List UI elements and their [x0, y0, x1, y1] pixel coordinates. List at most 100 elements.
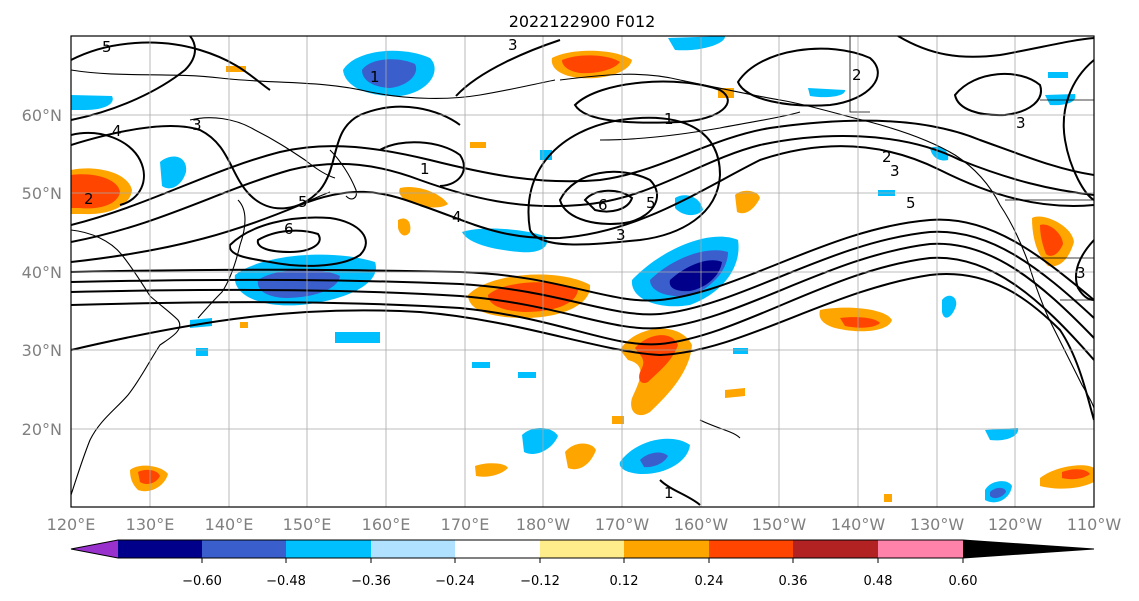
anomaly-region-red	[1040, 224, 1063, 256]
anomaly-region-red	[138, 469, 160, 484]
lon-tick-label: 130°W	[910, 515, 965, 534]
colorbar-tick-label: −0.48	[266, 574, 306, 589]
map-frame	[70, 35, 1095, 508]
colorbar-swatch	[118, 540, 203, 558]
colorbar-swatch	[624, 540, 710, 558]
contour-label: 4	[112, 122, 122, 140]
anomaly-region-blue-core	[640, 452, 668, 468]
coastline-aleutians	[599, 111, 801, 141]
contour-label: 5	[646, 194, 656, 212]
contour-line	[573, 80, 729, 124]
anomaly-region-blue	[733, 348, 748, 354]
anomaly-region-blue	[335, 332, 380, 343]
contour-line	[527, 116, 722, 246]
anomaly-region-blue	[160, 156, 187, 189]
coastlines	[71, 69, 1094, 496]
anomaly-region-orange	[612, 416, 624, 424]
contour-label: 6	[598, 196, 608, 214]
contour-label: 3	[890, 162, 900, 180]
coastline-kamchatka	[329, 149, 357, 200]
anomaly-region-orange	[565, 443, 596, 470]
contour-line	[256, 229, 321, 254]
anomaly-region-blue	[985, 428, 1019, 441]
lon-tick-label: 180°W	[516, 515, 571, 534]
colorbar-swatch	[202, 540, 287, 558]
colorbar-tick-labels: −0.60 −0.48 −0.36 −0.24 −0.12 0.12 0.24 …	[182, 574, 977, 589]
contour-label: 2	[882, 148, 892, 166]
colorbar-swatch	[963, 540, 1094, 558]
anomaly-region-blue	[668, 36, 726, 51]
contour-label: 2	[84, 190, 94, 208]
lon-tick-label: 160°E	[362, 515, 411, 534]
colorbar-tick-label: −0.36	[351, 574, 391, 589]
anomaly-region-red	[71, 174, 120, 209]
coastline-japan	[197, 199, 246, 319]
colorbar-swatches	[71, 540, 1094, 558]
contour-label: 3	[1016, 114, 1026, 132]
colorbar-outline	[70, 539, 1095, 559]
anomaly-region-orange	[470, 142, 486, 148]
anomaly-region-red	[562, 55, 620, 74]
colorbar-tick-label: −0.24	[435, 574, 475, 589]
anomaly-region-red	[635, 335, 678, 384]
contour-line	[71, 131, 145, 206]
colorbar-swatch	[455, 540, 541, 558]
colorbar: −0.60 −0.48 −0.36 −0.24 −0.12 0.12 0.24 …	[70, 539, 1095, 589]
anomaly-region-orange	[735, 190, 760, 214]
anomaly-region-blue	[71, 95, 113, 110]
coastline-north-america	[999, 204, 1094, 409]
lat-tick-label: 40°N	[22, 263, 62, 282]
contour-label: 3	[508, 36, 518, 54]
lat-tick-label: 20°N	[22, 420, 62, 439]
lon-tick-label: 130°E	[126, 515, 175, 534]
contour-line	[71, 256, 1094, 361]
boundary-line	[849, 36, 870, 113]
colorbar-swatch	[878, 540, 964, 558]
anomaly-region-orange	[240, 322, 248, 328]
colorbar-swatch	[793, 540, 879, 558]
lat-tick-label: 60°N	[22, 106, 62, 125]
contour-line	[1062, 59, 1094, 201]
lat-tick-label: 50°N	[22, 184, 62, 203]
latitude-axis: 60°N 50°N 40°N 30°N 20°N	[22, 106, 62, 439]
anomaly-region-blue-core	[990, 487, 1006, 499]
negative-anomaly-regions	[71, 36, 1076, 503]
colorbar-swatch	[371, 540, 456, 558]
anomaly-region-blue	[462, 228, 548, 253]
contour-line	[71, 242, 1094, 339]
coastline-asia	[71, 229, 181, 496]
colorbar-tick-label: 0.60	[949, 574, 978, 589]
contour-line	[71, 119, 1094, 226]
coastline-siberia	[71, 69, 556, 99]
lon-tick-label: 110°W	[1067, 515, 1122, 534]
anomaly-region-blue-core	[362, 59, 417, 88]
colorbar-tick-label: 0.24	[695, 574, 724, 589]
coastline-alaska	[559, 73, 1001, 206]
contour-lines	[71, 36, 1094, 506]
contour-line	[558, 170, 659, 225]
contour-label: 3	[616, 226, 626, 244]
lon-tick-label: 120°E	[47, 515, 96, 534]
anomaly-region-blue	[472, 362, 490, 368]
contour-label: 1	[664, 484, 674, 502]
chart-title: 2022122900 F012	[509, 12, 656, 31]
contour-label: 1	[370, 68, 380, 86]
anomaly-region-blue-core	[669, 260, 722, 292]
anomaly-region-red	[840, 317, 880, 328]
colorbar-swatch	[709, 540, 794, 558]
anomaly-region-orange	[884, 494, 892, 502]
anomaly-region-orange	[475, 463, 508, 477]
lon-tick-label: 120°W	[988, 515, 1043, 534]
contour-line	[71, 218, 1094, 302]
colorbar-tick-label: −0.60	[182, 574, 222, 589]
contour-line	[71, 145, 1094, 263]
lat-tick-label: 30°N	[22, 341, 62, 360]
colorbar-swatch	[286, 540, 372, 558]
contour-line	[71, 41, 271, 91]
map-background	[71, 36, 1094, 507]
colorbar-swatch	[540, 540, 625, 558]
contour-label: 5	[102, 38, 112, 56]
anomaly-region-blue	[1048, 72, 1068, 78]
contour-line	[71, 105, 461, 210]
contour-label: 2	[852, 66, 862, 84]
